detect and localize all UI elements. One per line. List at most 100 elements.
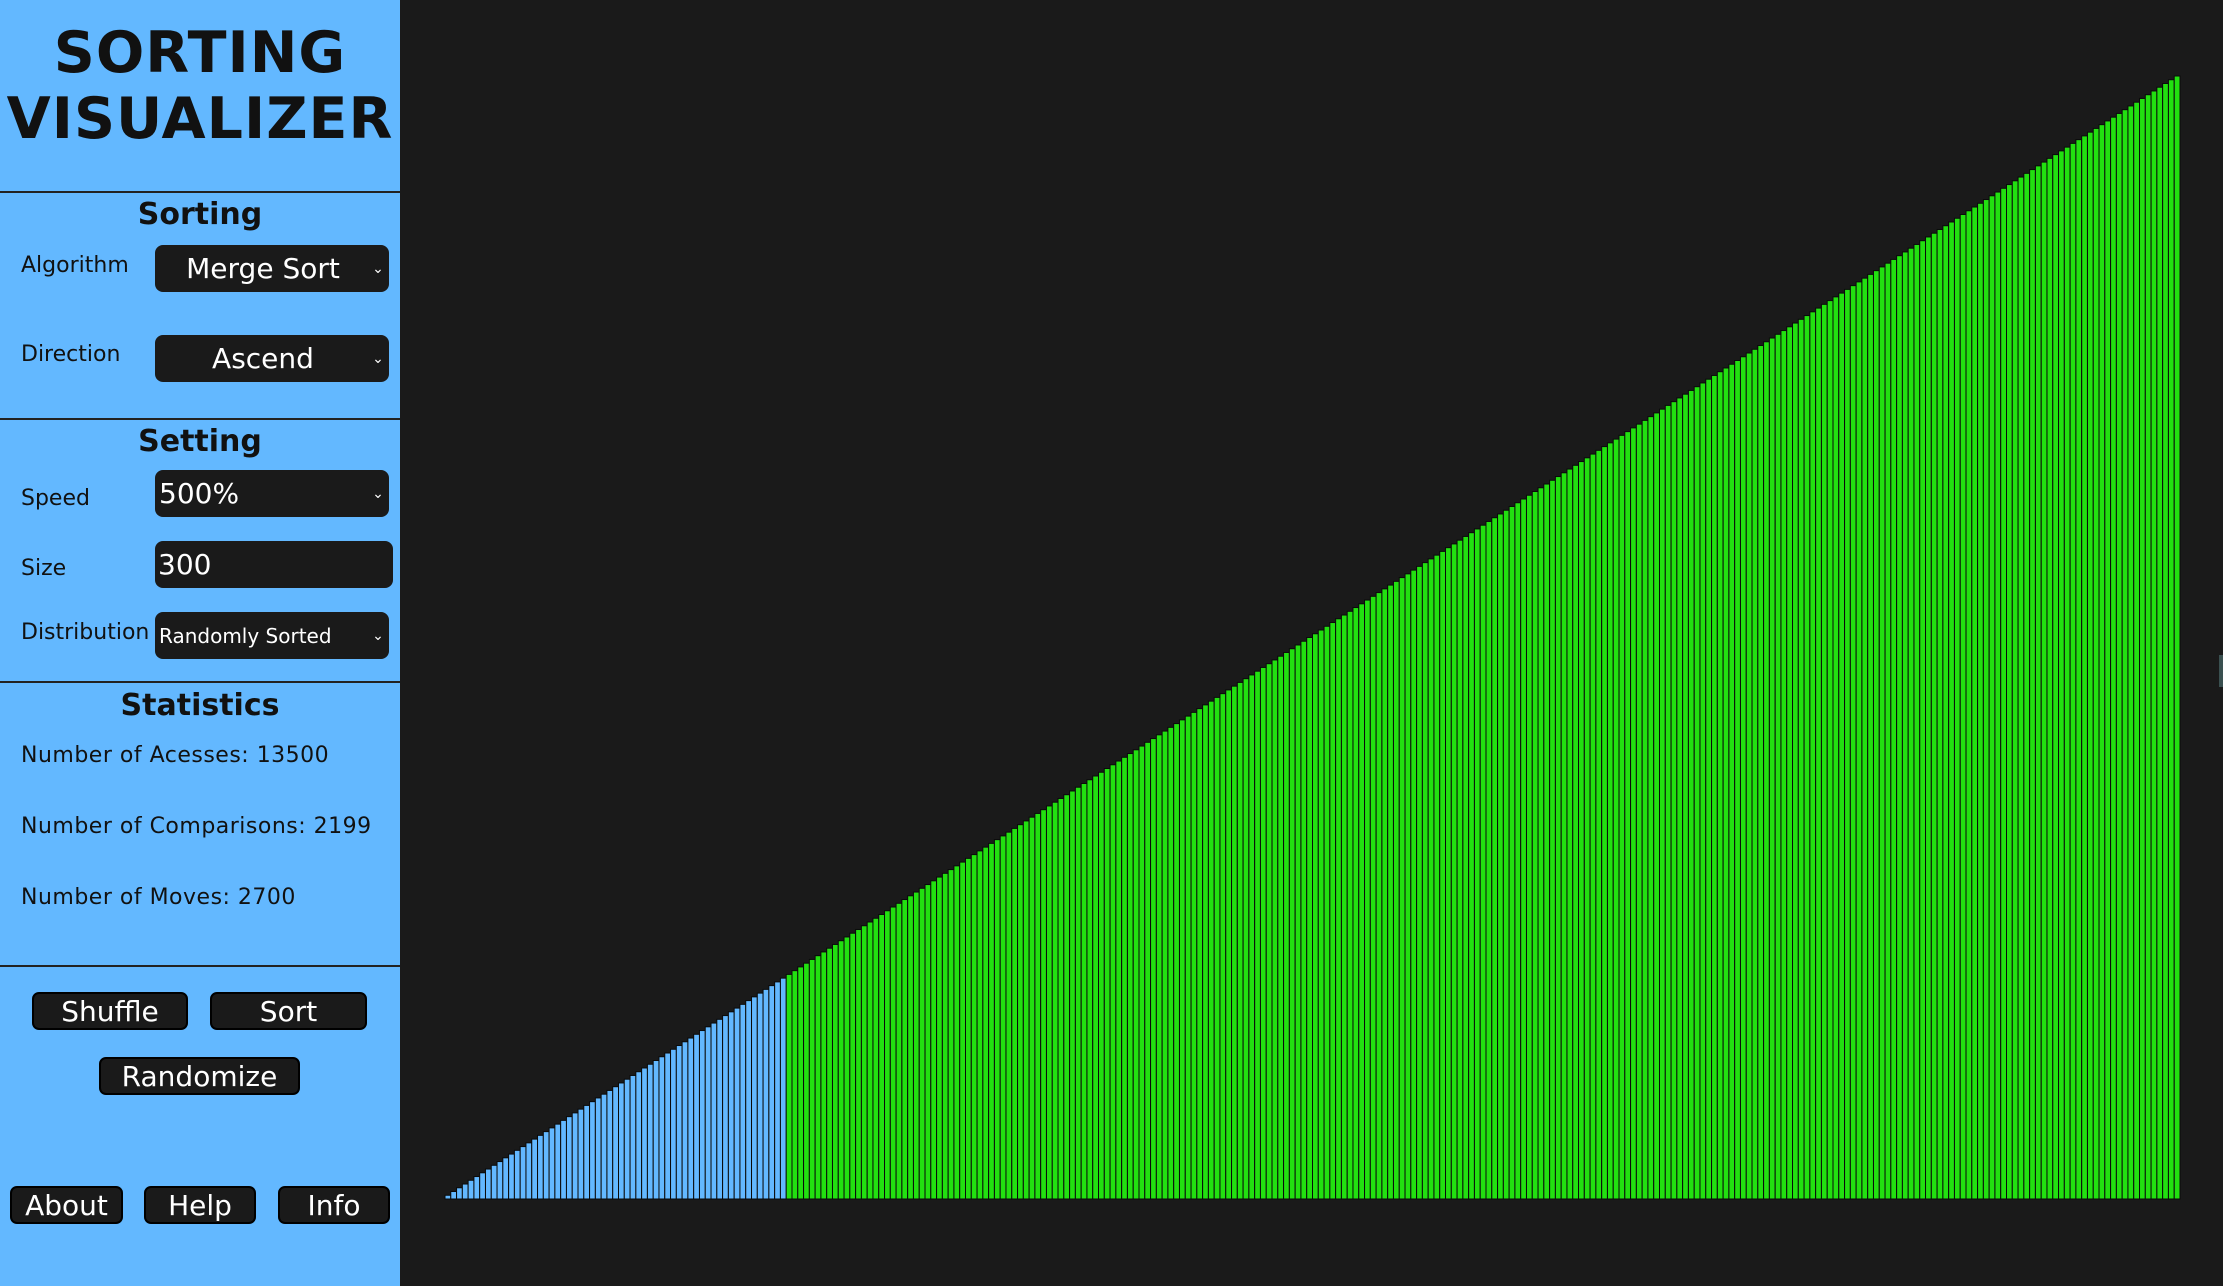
bar	[1861, 277, 1869, 1200]
bar	[1381, 588, 1389, 1200]
bar	[1896, 255, 1903, 1200]
bar	[1560, 472, 1568, 1200]
bar	[1242, 678, 1250, 1200]
bar	[1543, 483, 1551, 1200]
bar	[1977, 202, 1984, 1200]
bar	[1271, 659, 1279, 1200]
bar	[1306, 637, 1313, 1200]
accesses-stat: Number of Acesses: 13500	[21, 743, 330, 768]
bar	[1739, 356, 1747, 1200]
bar	[1936, 228, 1944, 1200]
divider	[0, 418, 400, 420]
bar	[1288, 648, 1296, 1200]
direction-select[interactable]: Ascend ⌄	[155, 335, 389, 382]
bar	[1589, 453, 1597, 1200]
bar	[1098, 771, 1105, 1200]
bar	[1011, 827, 1019, 1200]
bar	[762, 988, 770, 1200]
bar	[1838, 292, 1846, 1200]
bar	[1358, 603, 1366, 1200]
bar	[1456, 539, 1464, 1200]
bar	[508, 1153, 515, 1200]
bar	[1392, 580, 1400, 1200]
bar	[496, 1161, 504, 1200]
statistics-heading: Statistics	[120, 688, 280, 723]
bar	[2029, 169, 2036, 1200]
bar	[1057, 797, 1065, 1200]
bar	[1167, 726, 1175, 1200]
bar	[1514, 502, 1522, 1200]
bar	[2167, 79, 2175, 1200]
bar	[2034, 165, 2042, 1200]
bar	[1606, 442, 1614, 1200]
bar	[884, 910, 891, 1200]
bar	[727, 1011, 735, 1200]
bar	[1427, 558, 1435, 1200]
bar	[1583, 457, 1591, 1200]
bar	[612, 1086, 620, 1200]
bar	[855, 928, 862, 1200]
distribution-select[interactable]: Randomly Sorted ⌄	[155, 612, 389, 659]
bar	[849, 932, 857, 1200]
bar	[1254, 670, 1261, 1200]
bar	[941, 872, 949, 1200]
bar	[1566, 468, 1574, 1200]
bar	[716, 1018, 724, 1200]
bar	[473, 1176, 481, 1200]
bar	[1855, 281, 1863, 1200]
bar	[1994, 191, 2002, 1200]
bar	[1578, 461, 1585, 1200]
bar	[1017, 824, 1024, 1200]
bar	[1844, 288, 1851, 1200]
sidebar: SORTING VISUALIZER Sorting Algorithm Mer…	[0, 0, 400, 1286]
bar	[1786, 326, 1794, 1200]
bar	[1051, 801, 1059, 1200]
bar	[1803, 315, 1811, 1200]
bar	[2127, 105, 2135, 1200]
bar	[1445, 547, 1452, 1200]
bar	[652, 1060, 660, 1200]
bar	[733, 1007, 741, 1200]
bar	[814, 955, 822, 1200]
bar	[837, 940, 845, 1200]
size-input[interactable]: 300	[155, 541, 393, 588]
bar	[1184, 715, 1192, 1200]
scroll-handle[interactable]	[2219, 655, 2223, 687]
bar	[1780, 330, 1788, 1200]
speed-select[interactable]: 500% ⌄	[155, 470, 389, 517]
bar	[1520, 498, 1527, 1200]
bar	[1757, 345, 1765, 1200]
bar	[970, 854, 978, 1200]
bar	[1618, 434, 1626, 1200]
bar	[2017, 176, 2025, 1200]
bar	[641, 1067, 648, 1200]
bar	[1901, 251, 1909, 1200]
bar	[513, 1149, 521, 1200]
bar	[1225, 689, 1233, 1200]
bar	[531, 1138, 539, 1200]
app-title: SORTING VISUALIZER	[0, 20, 400, 152]
app-title-line2: VISUALIZER	[6, 86, 394, 152]
sort-button[interactable]: Sort	[210, 992, 367, 1030]
bar	[670, 1048, 677, 1200]
bar	[826, 947, 833, 1200]
bar	[1080, 782, 1088, 1200]
bar	[1508, 505, 1516, 1200]
algorithm-select[interactable]: Merge Sort ⌄	[155, 245, 389, 292]
bar	[907, 895, 914, 1200]
bar	[1178, 719, 1186, 1200]
help-button[interactable]: Help	[144, 1186, 256, 1224]
bar	[2063, 146, 2071, 1200]
bar	[444, 1194, 452, 1200]
bar	[1479, 524, 1487, 1200]
bar	[479, 1172, 486, 1200]
randomize-button[interactable]: Randomize	[99, 1057, 300, 1095]
bar	[589, 1101, 596, 1200]
bar	[1942, 225, 1950, 1200]
bar	[450, 1191, 458, 1200]
shuffle-button[interactable]: Shuffle	[32, 992, 188, 1030]
about-button[interactable]: About	[10, 1186, 123, 1224]
info-button[interactable]: Info	[278, 1186, 390, 1224]
bar	[1040, 809, 1047, 1200]
